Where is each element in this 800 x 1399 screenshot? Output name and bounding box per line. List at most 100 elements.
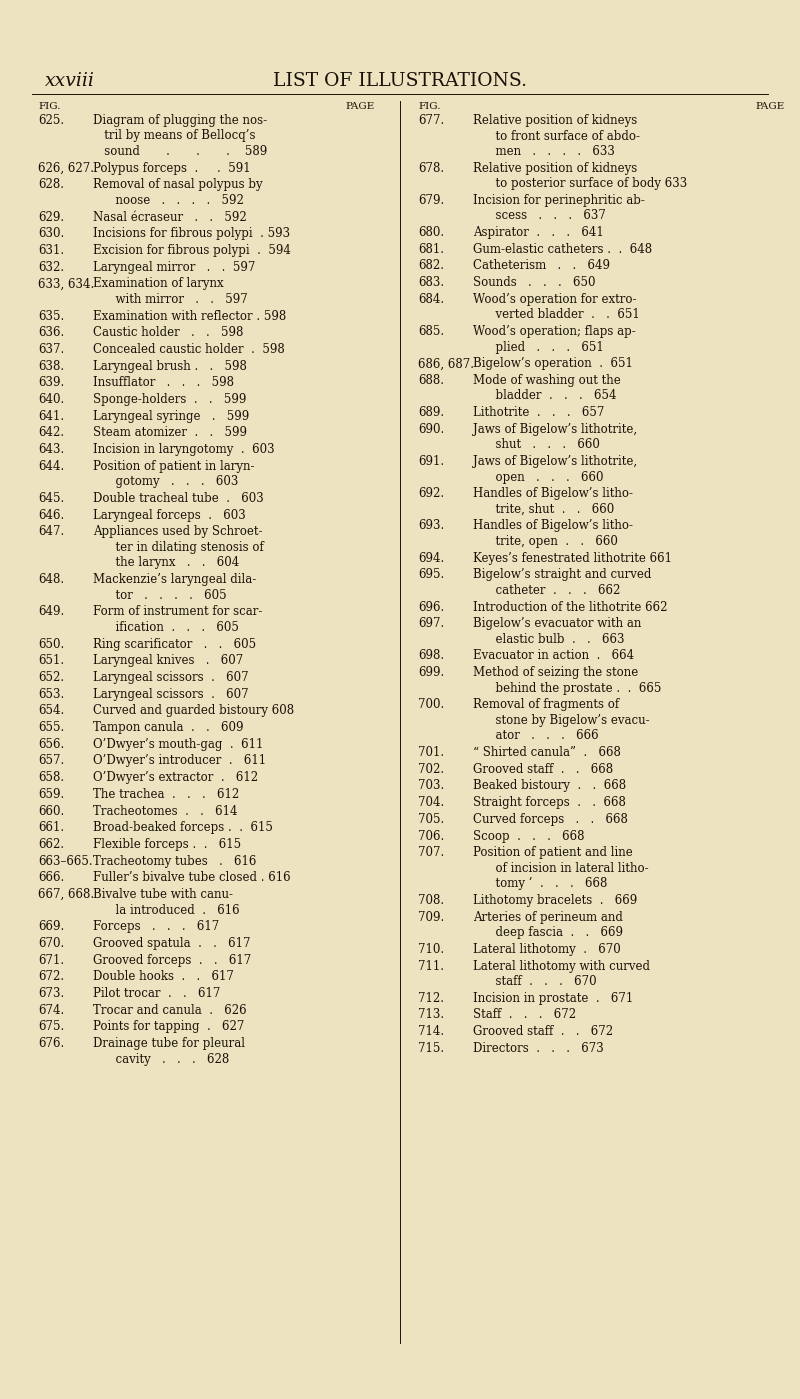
Text: tomy ’  .   .   .   668: tomy ’ . . . 668 [473,877,607,890]
Text: 693.: 693. [418,519,444,533]
Text: Arteries of perineum and: Arteries of perineum and [473,911,623,923]
Text: 675.: 675. [38,1020,64,1034]
Text: to posterior surface of body 633: to posterior surface of body 633 [473,178,687,190]
Text: 647.: 647. [38,526,64,539]
Text: 701.: 701. [418,746,444,760]
Text: Removal of fragments of: Removal of fragments of [473,698,619,712]
Text: Appliances used by Schroet-: Appliances used by Schroet- [93,526,262,539]
Text: 690.: 690. [418,422,444,436]
Text: Removal of nasal polypus by: Removal of nasal polypus by [93,179,262,192]
Text: Incision in prostate  .   671: Incision in prostate . 671 [473,992,634,1004]
Text: Incision for perinephritic ab-: Incision for perinephritic ab- [473,194,645,207]
Text: 659.: 659. [38,788,64,800]
Text: Sponge-holders  .   .   599: Sponge-holders . . 599 [93,393,246,406]
Text: PAGE: PAGE [345,102,374,111]
Text: Tracheotomes  .   .   614: Tracheotomes . . 614 [93,804,238,817]
Text: 698.: 698. [418,649,444,663]
Text: 642.: 642. [38,427,64,439]
Text: 707.: 707. [418,846,444,859]
Text: Grooved forceps  .   .   617: Grooved forceps . . 617 [93,954,251,967]
Text: Mackenzie’s laryngeal dila-: Mackenzie’s laryngeal dila- [93,574,256,586]
Text: stone by Bigelow’s evacu-: stone by Bigelow’s evacu- [473,713,650,727]
Text: Gum-elastic catheters .  .  648: Gum-elastic catheters . . 648 [473,243,652,256]
Text: 666.: 666. [38,872,64,884]
Text: Staff  .   .   .   672: Staff . . . 672 [473,1009,576,1021]
Text: O’Dwyer’s extractor  .   612: O’Dwyer’s extractor . 612 [93,771,258,785]
Text: Wood’s operation for extro-: Wood’s operation for extro- [473,292,637,306]
Text: 658.: 658. [38,771,64,785]
Text: 630.: 630. [38,227,64,241]
Text: Laryngeal brush .   .   598: Laryngeal brush . . 598 [93,360,247,372]
Text: Handles of Bigelow’s litho-: Handles of Bigelow’s litho- [473,519,633,533]
Text: men   .   .   .   .   633: men . . . . 633 [473,145,615,158]
Text: 680.: 680. [418,227,444,239]
Text: Keyes’s fenestrated lithotrite 661: Keyes’s fenestrated lithotrite 661 [473,551,672,565]
Text: open   .   .   .   660: open . . . 660 [473,470,603,484]
Text: Relative position of kidneys: Relative position of kidneys [473,113,638,127]
Text: Introduction of the lithotrite 662: Introduction of the lithotrite 662 [473,600,667,614]
Text: tor   .   .   .   .   605: tor . . . . 605 [93,589,226,602]
Text: 696.: 696. [418,600,444,614]
Text: deep fascia  .   .   669: deep fascia . . 669 [473,926,623,939]
Text: 681.: 681. [418,243,444,256]
Text: Jaws of Bigelow’s lithotrite,: Jaws of Bigelow’s lithotrite, [473,455,637,469]
Text: Incisions for fibrous polypi  . 593: Incisions for fibrous polypi . 593 [93,227,290,241]
Text: 710.: 710. [418,943,444,956]
Text: 684.: 684. [418,292,444,306]
Text: 676.: 676. [38,1037,64,1051]
Text: 704.: 704. [418,796,444,809]
Text: 637.: 637. [38,343,64,355]
Text: 654.: 654. [38,705,64,718]
Text: 683.: 683. [418,276,444,290]
Text: of incision in lateral litho-: of incision in lateral litho- [473,862,649,874]
Text: sound       .       .       .    589: sound . . . 589 [93,145,267,158]
Text: 641.: 641. [38,410,64,422]
Text: 714.: 714. [418,1025,444,1038]
Text: 674.: 674. [38,1004,64,1017]
Text: behind the prostate .  .  665: behind the prostate . . 665 [473,681,662,695]
Text: Drainage tube for pleural: Drainage tube for pleural [93,1037,245,1051]
Text: catheter  .   .   .   662: catheter . . . 662 [473,583,620,597]
Text: 644.: 644. [38,460,64,473]
Text: tril by means of Bellocq’s: tril by means of Bellocq’s [93,130,255,143]
Text: 638.: 638. [38,360,64,372]
Text: ification  .   .   .   605: ification . . . 605 [93,621,239,634]
Text: cavity   .   .   .   628: cavity . . . 628 [93,1052,230,1066]
Text: 692.: 692. [418,487,444,501]
Text: 677.: 677. [418,113,444,127]
Text: 699.: 699. [418,666,444,679]
Text: 688.: 688. [418,374,444,388]
Text: 631.: 631. [38,243,64,257]
Text: Curved forceps   .   .   668: Curved forceps . . 668 [473,813,628,825]
Text: Laryngeal scissors  .   607: Laryngeal scissors . 607 [93,688,249,701]
Text: Grooved staff  .   .   668: Grooved staff . . 668 [473,762,613,776]
Text: Laryngeal forceps  .   603: Laryngeal forceps . 603 [93,509,246,522]
Text: Double tracheal tube  .   603: Double tracheal tube . 603 [93,492,264,505]
Text: 652.: 652. [38,672,64,684]
Text: Insufflator   .   .   .   598: Insufflator . . . 598 [93,376,234,389]
Text: 708.: 708. [418,894,444,907]
Text: 657.: 657. [38,754,64,768]
Text: 700.: 700. [418,698,444,712]
Text: bladder  .   .   .   654: bladder . . . 654 [473,389,617,403]
Text: LIST OF ILLUSTRATIONS.: LIST OF ILLUSTRATIONS. [273,71,527,90]
Text: 660.: 660. [38,804,64,817]
Text: FIG.: FIG. [418,102,441,111]
Text: Laryngeal scissors  .   607: Laryngeal scissors . 607 [93,672,249,684]
Text: Aspirator  .   .   .   641: Aspirator . . . 641 [473,227,604,239]
Text: Beaked bistoury  .   .  668: Beaked bistoury . . 668 [473,779,626,792]
Text: Lateral lithotomy  .   670: Lateral lithotomy . 670 [473,943,621,956]
Text: 669.: 669. [38,921,64,933]
Text: ator   .   .   .   666: ator . . . 666 [473,729,598,743]
Text: Lithotomy bracelets  .   669: Lithotomy bracelets . 669 [473,894,638,907]
Text: Flexible forceps .  .   615: Flexible forceps . . 615 [93,838,241,851]
Text: Points for tapping  .   627: Points for tapping . 627 [93,1020,244,1034]
Text: Handles of Bigelow’s litho-: Handles of Bigelow’s litho- [473,487,633,501]
Text: Forceps   .   .   .   617: Forceps . . . 617 [93,921,219,933]
Text: 653.: 653. [38,688,64,701]
Text: Lateral lithotomy with curved: Lateral lithotomy with curved [473,960,650,972]
Text: 643.: 643. [38,443,64,456]
Text: 705.: 705. [418,813,444,825]
Text: elastic bulb  .   .   663: elastic bulb . . 663 [473,632,625,646]
Text: 673.: 673. [38,988,64,1000]
